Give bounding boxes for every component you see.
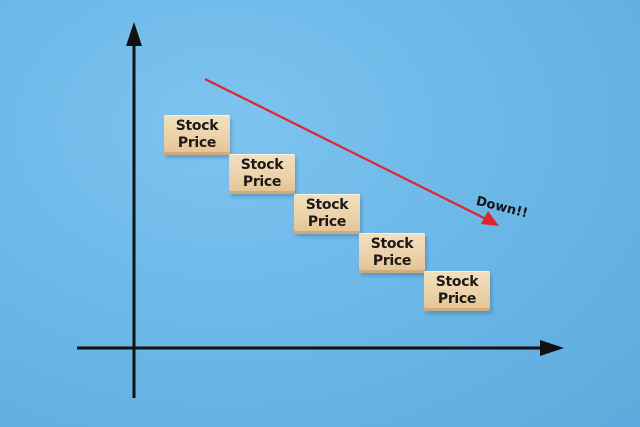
stock-price-block-5: Stock Price: [424, 271, 490, 311]
block-text-line-2: Price: [242, 174, 282, 190]
block-text-line-2: Price: [307, 214, 347, 230]
block-text-line-1: Stock: [175, 118, 219, 134]
stock-price-block-2: Stock Price: [229, 154, 295, 194]
block-text-line-1: Stock: [240, 157, 284, 173]
block-text-line-2: Price: [437, 291, 477, 307]
trend-arrow-head: [481, 211, 499, 226]
trend-arrow-line: [204, 78, 487, 220]
stock-price-block-1: Stock Price: [164, 115, 230, 155]
stock-price-block-4: Stock Price: [359, 233, 425, 273]
stock-price-block-3: Stock Price: [294, 194, 360, 234]
y-axis-arrowhead: [126, 22, 142, 46]
block-text-line-1: Stock: [305, 197, 349, 213]
block-text-line-2: Price: [177, 135, 217, 151]
x-axis-arrowhead: [540, 340, 564, 356]
block-text-line-2: Price: [372, 253, 412, 269]
block-text-line-1: Stock: [370, 236, 414, 252]
block-text-line-1: Stock: [435, 274, 479, 290]
